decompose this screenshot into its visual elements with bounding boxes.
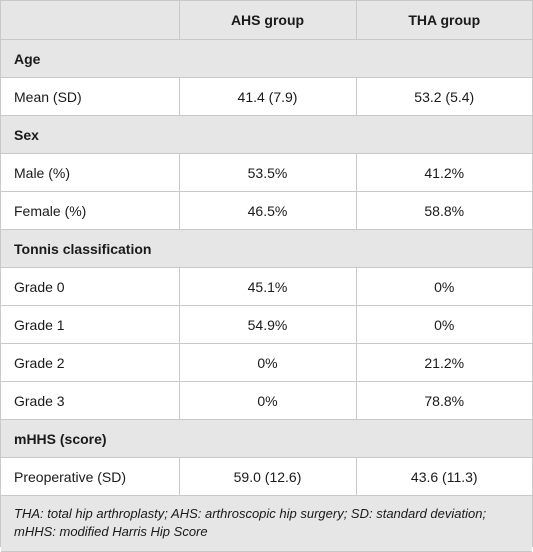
table-row: Male (%) 53.5% 41.2% (1, 153, 532, 192)
tha-value: 0% (355, 267, 532, 306)
row-label: Grade 3 (1, 381, 179, 420)
section-row-age: Age (1, 39, 532, 78)
section-title-tonnis: Tonnis classification (1, 229, 532, 268)
section-row-mhhs: mHHS (score) (1, 419, 532, 458)
section-row-tonnis: Tonnis classification (1, 229, 532, 268)
header-ahs-group: AHS group (178, 0, 356, 40)
section-title-sex: Sex (1, 115, 532, 154)
table-row: Grade 2 0% 21.2% (1, 343, 532, 382)
header-blank-cell (1, 0, 179, 40)
row-label: Grade 2 (1, 343, 179, 382)
row-label: Grade 1 (1, 305, 179, 344)
tha-value: 78.8% (355, 381, 532, 420)
table-row: Grade 0 45.1% 0% (1, 267, 532, 306)
tha-value: 58.8% (355, 191, 532, 230)
row-label: Male (%) (1, 153, 179, 192)
section-row-sex: Sex (1, 115, 532, 154)
table-row: Mean (SD) 41.4 (7.9) 53.2 (5.4) (1, 77, 532, 116)
table-row: Female (%) 46.5% 58.8% (1, 191, 532, 230)
row-label: Preoperative (SD) (1, 457, 179, 496)
header-tha-group: THA group (355, 0, 532, 40)
ahs-value: 59.0 (12.6) (178, 457, 356, 496)
ahs-value: 0% (178, 343, 356, 382)
footnote-row: THA: total hip arthroplasty; AHS: arthro… (1, 495, 532, 552)
section-title-mhhs: mHHS (score) (1, 419, 532, 458)
row-label: Grade 0 (1, 267, 179, 306)
table-header-row: AHS group THA group (1, 0, 532, 40)
ahs-value: 0% (178, 381, 356, 420)
tha-value: 21.2% (355, 343, 532, 382)
table-row: Grade 3 0% 78.8% (1, 381, 532, 420)
ahs-value: 45.1% (178, 267, 356, 306)
row-label: Female (%) (1, 191, 179, 230)
table-row: Grade 1 54.9% 0% (1, 305, 532, 344)
tha-value: 53.2 (5.4) (355, 77, 532, 116)
tha-value: 41.2% (355, 153, 532, 192)
ahs-value: 46.5% (178, 191, 356, 230)
row-label: Mean (SD) (1, 77, 179, 116)
table-row: Preoperative (SD) 59.0 (12.6) 43.6 (11.3… (1, 457, 532, 496)
table-footnote: THA: total hip arthroplasty; AHS: arthro… (1, 495, 532, 552)
section-title-age: Age (1, 39, 532, 78)
tha-value: 0% (355, 305, 532, 344)
ahs-value: 53.5% (178, 153, 356, 192)
tha-value: 43.6 (11.3) (355, 457, 532, 496)
ahs-value: 54.9% (178, 305, 356, 344)
ahs-value: 41.4 (7.9) (178, 77, 356, 116)
